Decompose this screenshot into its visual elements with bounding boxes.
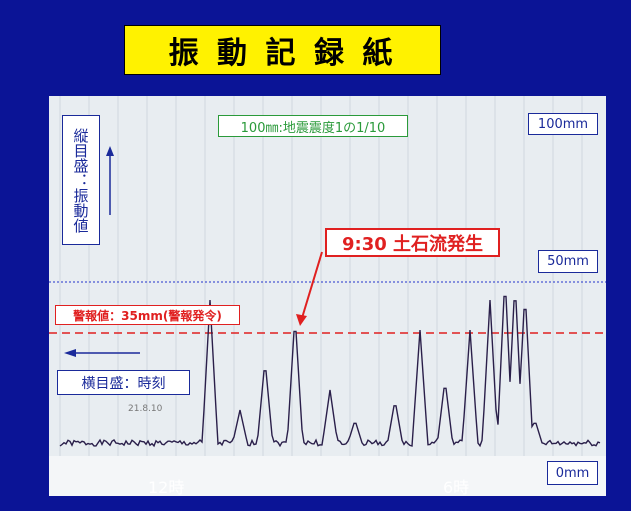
title: 振 動 記 録 紙	[124, 25, 441, 75]
time-label: 6時	[443, 474, 469, 498]
date-stamp: 21.8.10	[128, 404, 162, 414]
recording-paper	[0, 0, 631, 511]
paper	[49, 96, 606, 496]
vertical-axis-label: 縦目盛：振動値	[62, 115, 100, 245]
time-label: 12時	[148, 474, 184, 498]
scale-label: 50mm	[538, 250, 598, 273]
scale-note: 100㎜:地震震度1の1/10	[218, 115, 408, 137]
scale-label: 100mm	[528, 113, 598, 135]
page: 振 動 記 録 紙 100㎜:地震震度1の1/10 100mm 50mm 0mm…	[0, 0, 631, 511]
time-strip	[49, 456, 606, 496]
alarm-label: 警報値：35mm(警報発令)	[55, 305, 240, 325]
horizontal-axis-label: 横目盛：時刻	[57, 370, 190, 395]
scale-label: 0mm	[547, 461, 598, 485]
event-label: 9:30 土石流発生	[325, 228, 500, 257]
